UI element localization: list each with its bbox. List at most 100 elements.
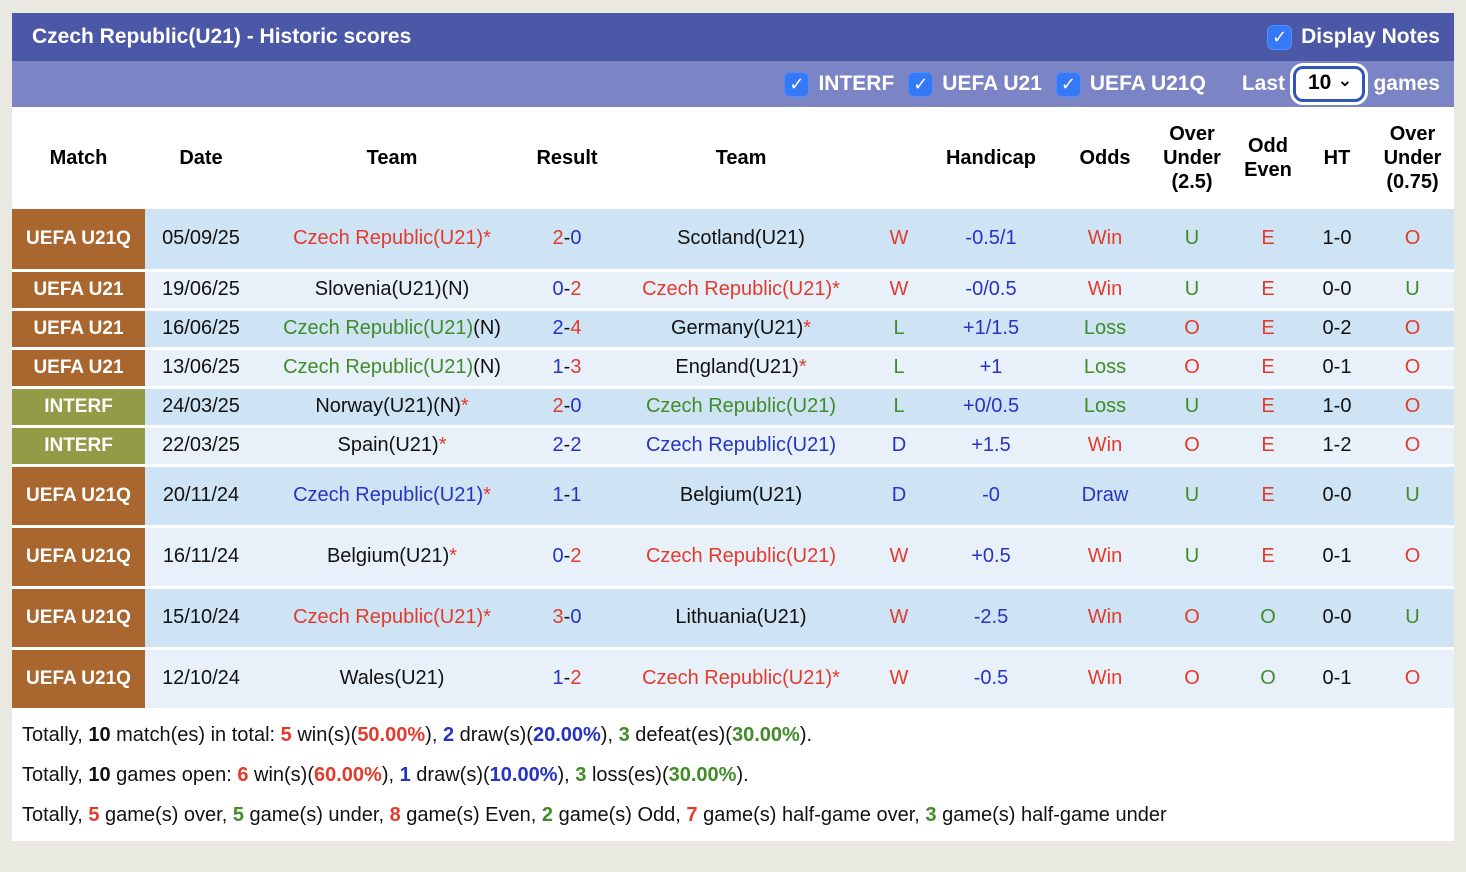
- home-team: Czech Republic(U21)(N): [257, 309, 527, 350]
- match-date: 12/10/24: [145, 648, 257, 711]
- odds-result: Draw: [1059, 465, 1151, 528]
- league-badge: UEFA U21Q: [12, 526, 145, 589]
- over-under-2-5: O: [1151, 426, 1233, 467]
- handicap-value: +0/0.5: [923, 387, 1059, 428]
- home-team: Spain(U21)*: [257, 426, 527, 467]
- summary-line: Totally, 10 games open: 6 win(s)(60.00%)…: [22, 763, 749, 786]
- column-header: Odds: [1059, 107, 1151, 209]
- match-date: 15/10/24: [145, 587, 257, 650]
- win-draw-loss: W: [875, 526, 923, 589]
- filter-toggle-uefa-u21q[interactable]: ✓ UEFA U21Q: [1055, 71, 1206, 97]
- over-under-0-75: U: [1371, 587, 1454, 650]
- over-under-0-75: O: [1371, 526, 1454, 589]
- last-games-select[interactable]: 10 ⌄: [1289, 63, 1369, 105]
- match-row: UEFA U21 19/06/25 Slovenia(U21)(N) 0-2 Czech…: [12, 270, 1454, 311]
- win-draw-loss: W: [875, 587, 923, 650]
- match-row: UEFA U21 16/06/25 Czech Republic(U21)(N) 2-…: [12, 309, 1454, 350]
- odd-even: E: [1233, 465, 1303, 528]
- full-time-score: 1-2: [527, 648, 607, 711]
- full-time-score: 3-0: [527, 587, 607, 650]
- odd-even: E: [1233, 387, 1303, 428]
- half-time-score: 1-0: [1303, 387, 1371, 428]
- odds-result: Win: [1059, 587, 1151, 650]
- away-team: Czech Republic(U21): [607, 387, 875, 428]
- win-draw-loss: L: [875, 309, 923, 350]
- column-header: Team: [607, 107, 875, 209]
- filter-checkbox-icon[interactable]: ✓: [784, 71, 810, 97]
- odd-even: E: [1233, 209, 1303, 272]
- odd-even: E: [1233, 309, 1303, 350]
- win-draw-loss: L: [875, 387, 923, 428]
- odds-result: Loss: [1059, 309, 1151, 350]
- handicap-value: -0/0.5: [923, 270, 1059, 311]
- over-under-2-5: O: [1151, 348, 1233, 389]
- table-header: Match Date Team Result Team Handicap Odds Over …: [12, 107, 1454, 209]
- away-team: Germany(U21)*: [607, 309, 875, 350]
- full-time-score: 2-0: [527, 209, 607, 272]
- filter-checkbox-icon[interactable]: ✓: [1055, 71, 1081, 97]
- league-badge: UEFA U21: [12, 309, 145, 350]
- away-team: Scotland(U21): [607, 209, 875, 272]
- full-time-score: 0-2: [527, 526, 607, 589]
- half-time-score: 0-2: [1303, 309, 1371, 350]
- last-games-value: 10: [1308, 71, 1332, 94]
- odd-even: E: [1233, 426, 1303, 467]
- match-row: UEFA U21Q 05/09/25 Czech Republic(U21)* 2-0…: [12, 209, 1454, 272]
- odds-result: Win: [1059, 526, 1151, 589]
- home-team: Wales(U21): [257, 648, 527, 711]
- column-header: Date: [145, 107, 257, 209]
- handicap-value: -2.5: [923, 587, 1059, 650]
- column-header: Over Under (0.75): [1371, 107, 1454, 209]
- odd-even: E: [1233, 348, 1303, 389]
- over-under-0-75: O: [1371, 648, 1454, 711]
- match-date: 24/03/25: [145, 387, 257, 428]
- filter-toggle-uefa-u21[interactable]: ✓ UEFA U21: [908, 71, 1042, 97]
- win-draw-loss: W: [875, 648, 923, 711]
- half-time-score: 0-0: [1303, 587, 1371, 650]
- home-team: Norway(U21)(N)*: [257, 387, 527, 428]
- odds-result: Win: [1059, 426, 1151, 467]
- match-date: 20/11/24: [145, 465, 257, 528]
- page-title: Czech Republic(U21) - Historic scores: [32, 25, 412, 48]
- match-row: UEFA U21Q 15/10/24 Czech Republic(U21)* 3-0…: [12, 587, 1454, 650]
- full-time-score: 1-1: [527, 465, 607, 528]
- half-time-score: 0-1: [1303, 648, 1371, 711]
- away-team: Lithuania(U21): [607, 587, 875, 650]
- league-badge: UEFA U21Q: [12, 587, 145, 650]
- league-filters: ✓ INTERF ✓ UEFA U21 ✓ UEFA U21Q: [784, 71, 1206, 97]
- display-notes-toggle[interactable]: ✓ Display Notes: [1267, 24, 1440, 50]
- column-header: Team: [257, 107, 527, 209]
- handicap-value: -0.5/1: [923, 209, 1059, 272]
- column-header: Odd Even: [1233, 107, 1303, 209]
- column-header: HT: [1303, 107, 1371, 209]
- away-team: Czech Republic(U21): [607, 426, 875, 467]
- home-team: Czech Republic(U21)*: [257, 209, 527, 272]
- filter-checkbox-icon[interactable]: ✓: [908, 71, 934, 97]
- win-draw-loss: D: [875, 426, 923, 467]
- away-team: Czech Republic(U21): [607, 526, 875, 589]
- over-under-2-5: O: [1151, 648, 1233, 711]
- win-draw-loss: W: [875, 209, 923, 272]
- odds-result: Win: [1059, 209, 1151, 272]
- league-badge: UEFA U21: [12, 270, 145, 311]
- win-draw-loss: D: [875, 465, 923, 528]
- handicap-value: +1/1.5: [923, 309, 1059, 350]
- full-time-score: 2-2: [527, 426, 607, 467]
- filter-toggle-interf[interactable]: ✓ INTERF: [784, 71, 894, 97]
- match-row: INTERF 22/03/25 Spain(U21)* 2-2 Czech Republ…: [12, 426, 1454, 467]
- display-notes-checkbox-icon[interactable]: ✓: [1267, 24, 1293, 50]
- half-time-score: 0-0: [1303, 270, 1371, 311]
- summary-line: Totally, 5 game(s) over, 5 game(s) under…: [22, 803, 1167, 826]
- column-header: Result: [527, 107, 607, 209]
- filter-label: UEFA U21: [942, 72, 1042, 95]
- match-date: 13/06/25: [145, 348, 257, 389]
- odds-result: Win: [1059, 270, 1151, 311]
- historic-scores-table: Match Date Team Result Team Handicap Odds Over …: [12, 107, 1454, 711]
- summary-footer: Totally, 10 match(es) in total: 5 win(s)…: [12, 710, 1454, 841]
- half-time-score: 0-0: [1303, 465, 1371, 528]
- filter-label: UEFA U21Q: [1089, 72, 1206, 95]
- over-under-2-5: U: [1151, 387, 1233, 428]
- over-under-0-75: O: [1371, 426, 1454, 467]
- home-team: Czech Republic(U21)*: [257, 465, 527, 528]
- home-team: Belgium(U21)*: [257, 526, 527, 589]
